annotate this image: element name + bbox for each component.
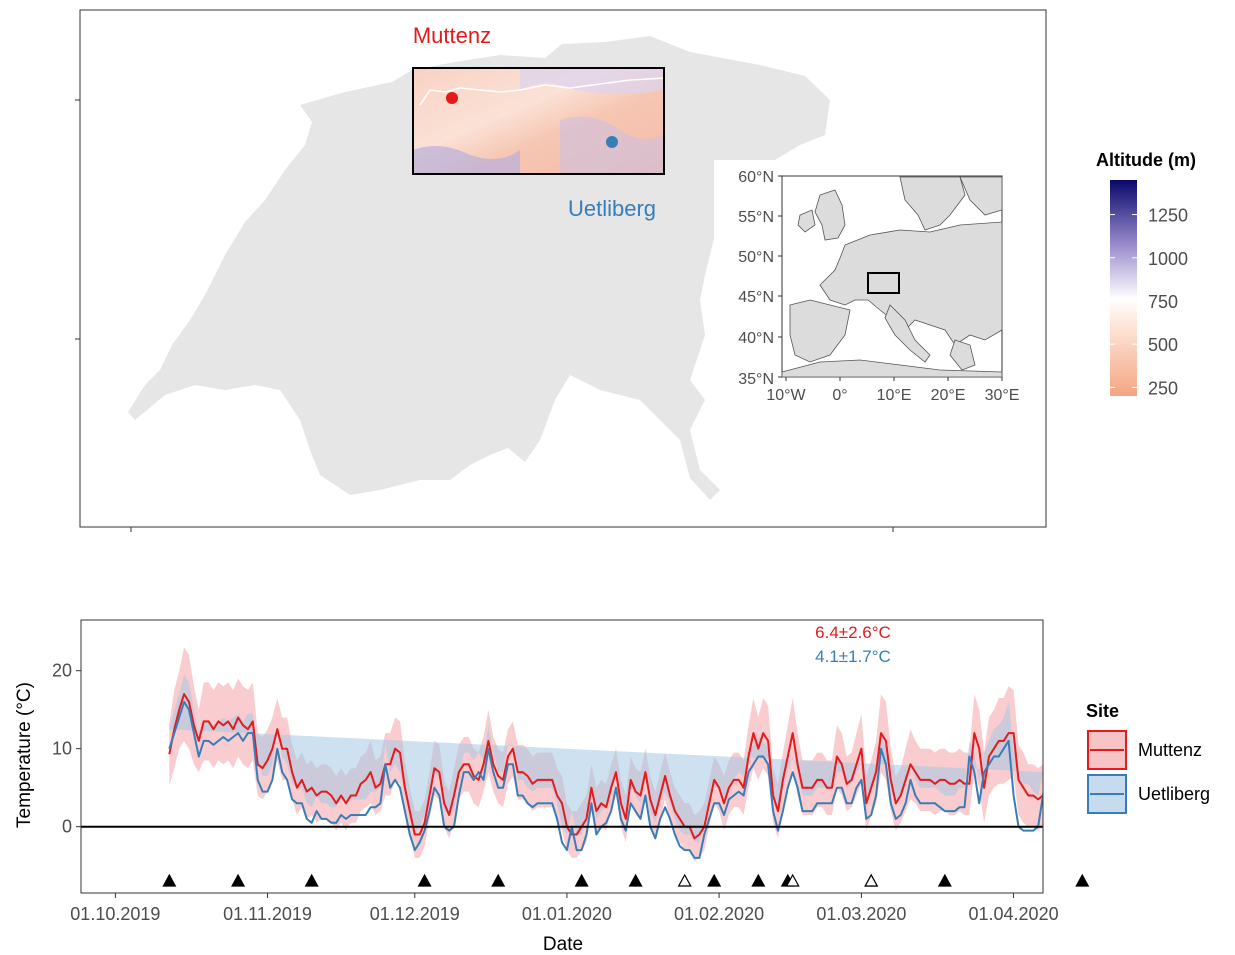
europe-inset: 60°N 55°N 50°N 45°N 40°N 35°N 10°W 0° 10… [714, 160, 1019, 420]
x-tick-label: 01.12.2019 [370, 904, 460, 924]
inset-lon-10e: 10°E [877, 387, 912, 404]
altitude-tick-label: 1250 [1148, 206, 1188, 226]
legend-label-muttenz: Muttenz [1138, 740, 1202, 760]
y-axis-label: Temperature (°C) [14, 682, 35, 828]
event-marker-open [785, 873, 800, 887]
x-tick-label: 01.04.2020 [969, 904, 1059, 924]
event-marker-filled [574, 873, 589, 887]
y-tick-label: 10 [52, 739, 72, 759]
altitude-legend-title: Altitude (m) [1096, 150, 1196, 170]
inset-lat-35: 35°N [738, 371, 774, 388]
inset-lon-30e: 30°E [985, 387, 1020, 404]
x-tick-label: 01.11.2019 [223, 904, 312, 924]
band-uetliberg [169, 674, 1043, 843]
event-marker-filled [304, 873, 319, 887]
altitude-legend: Altitude (m) 1250 1000 750 500 250 [1096, 150, 1196, 398]
site-legend-title: Site [1086, 701, 1119, 721]
inset-lat-60: 60°N [738, 169, 774, 186]
altitude-tick-label: 250 [1148, 378, 1178, 398]
x-axis-label: Date [543, 934, 583, 955]
map-panel: Muttenz Uetliberg 60°N 55°N [75, 9, 1196, 532]
inset-lat-40: 40°N [738, 330, 774, 347]
site-legend: Site Muttenz Uetliberg [1086, 701, 1210, 814]
event-marker-filled [707, 873, 722, 887]
event-marker-filled [751, 873, 766, 887]
legend-label-uetliberg: Uetliberg [1138, 784, 1210, 804]
event-marker-filled [417, 873, 432, 887]
event-marker-filled [231, 873, 246, 887]
y-tick-label: 0 [62, 817, 72, 837]
event-marker-filled [162, 873, 177, 887]
inset-lon-20e: 20°E [931, 387, 966, 404]
event-marker-open [864, 873, 879, 887]
event-marker-filled [1075, 873, 1090, 887]
inset-lon-0: 0° [832, 387, 847, 404]
uetliberg-label: Uetliberg [568, 196, 656, 221]
event-marker-filled [491, 873, 506, 887]
x-tick-label: 01.01.2020 [522, 904, 612, 924]
uetliberg-point [606, 136, 618, 148]
x-tick-label: 01.03.2020 [816, 904, 906, 924]
temperature-chart: 0 10 20 01.10.2019 01.11.2019 01.12.2019 01.01… [14, 619, 1210, 955]
plot-frame [80, 619, 1044, 894]
muttenz-point [446, 92, 458, 104]
altitude-tick-label: 1000 [1148, 249, 1188, 269]
muttenz-label: Muttenz [413, 23, 491, 48]
inset-lat-50: 50°N [738, 249, 774, 266]
altitude-tick-label: 500 [1148, 335, 1178, 355]
event-marker-filled [628, 873, 643, 887]
line-muttenz [168, 693, 1043, 840]
annotation-muttenz: 6.4±2.6°C [815, 623, 891, 642]
inset-lat-55: 55°N [738, 209, 774, 226]
inset-lon-10w: 10°W [766, 387, 806, 404]
y-tick-label: 20 [52, 661, 72, 681]
x-tick-label: 01.10.2019 [70, 904, 160, 924]
altitude-colorbar [1110, 180, 1137, 396]
annotation-uetliberg: 4.1±1.7°C [815, 647, 891, 666]
line-uetliberg [168, 700, 1043, 859]
band-muttenz [169, 647, 1043, 862]
event-marker-filled [937, 873, 952, 887]
event-marker-open [677, 873, 692, 887]
altitude-tick-label: 750 [1148, 292, 1178, 312]
x-tick-label: 01.02.2020 [674, 904, 764, 924]
inset-lat-45: 45°N [738, 289, 774, 306]
relief-box [412, 67, 665, 175]
